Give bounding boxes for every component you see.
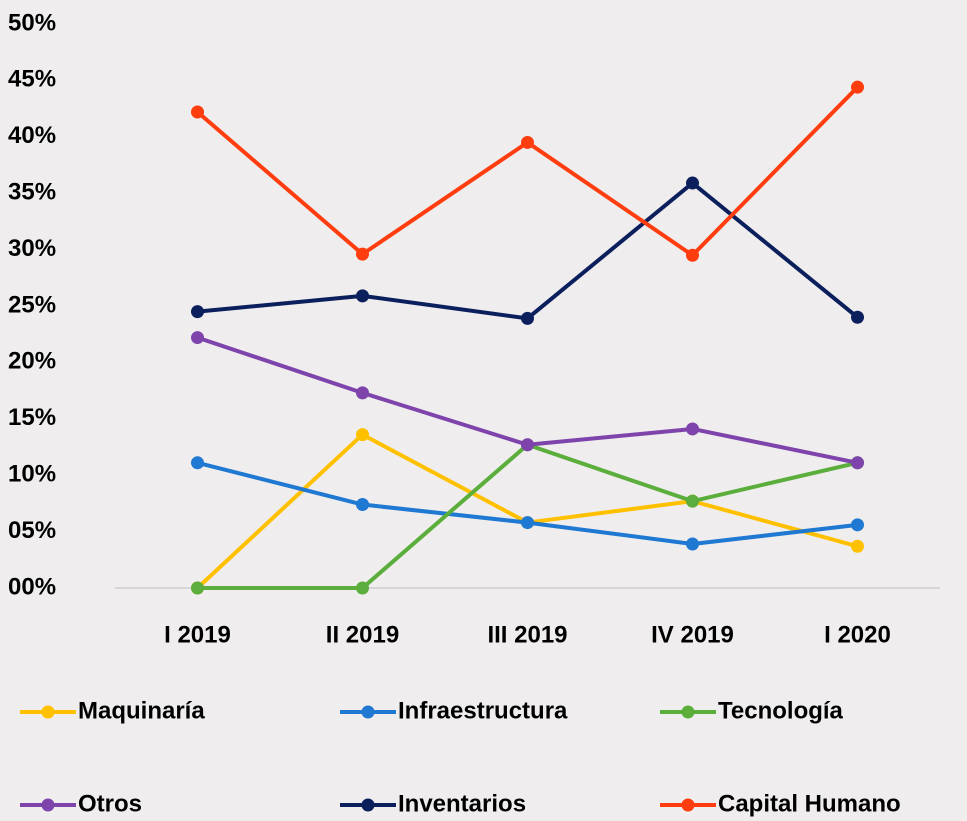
point [686,176,699,190]
series-line [196,432,859,590]
point [356,498,369,512]
point [851,80,864,94]
x-tick-label: I 2019 [164,621,231,648]
point [851,539,864,553]
legend-label: Infraestructura [398,697,568,724]
point [851,456,864,470]
y-tick-label: 45% [8,66,56,93]
point [191,581,204,595]
legend-marker [361,798,375,812]
point [686,422,699,436]
point [686,537,699,551]
legend-label: Inventarios [398,790,526,817]
point [521,311,534,325]
y-tick-label: 25% [8,291,56,318]
legend-marker [681,798,695,812]
x-tick-label: III 2019 [487,621,567,648]
x-tick-label: I 2020 [824,621,891,648]
point [356,581,369,595]
x-tick-label: IV 2019 [651,621,734,648]
point [356,289,369,303]
y-tick-label: 35% [8,179,56,206]
point [191,305,204,319]
y-tick-label: 00% [8,573,56,600]
point [356,386,369,400]
legend-label: Capital Humano [718,790,901,817]
legend-label: Otros [78,790,142,817]
series-line [197,460,858,547]
y-tick-label: 10% [8,461,56,488]
legend-marker [41,798,55,812]
point [686,494,699,508]
y-tick-label: 30% [8,235,56,262]
point [356,247,369,261]
legend-label: Tecnología [718,697,844,724]
point [521,438,534,452]
series-line [196,85,859,258]
y-tick-label: 50% [8,9,56,36]
y-tick-label: 20% [8,348,56,375]
legend-marker [681,705,695,719]
point [851,310,864,324]
point [191,331,204,345]
point [851,518,864,532]
y-tick-label: 15% [8,404,56,431]
point [191,456,204,470]
point [191,105,204,119]
y-tick-label: 05% [8,517,56,544]
series-line [197,181,859,321]
legend-marker [361,705,375,719]
legend-label: Maquinaría [78,697,205,724]
point [356,428,369,442]
legend-marker [41,705,55,719]
point [521,516,534,530]
point [521,135,534,149]
x-tick-label: II 2019 [326,621,399,648]
point [686,248,699,262]
y-tick-label: 40% [8,122,56,149]
